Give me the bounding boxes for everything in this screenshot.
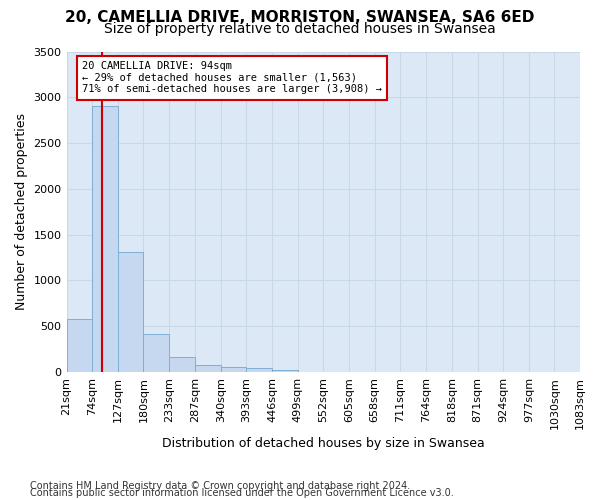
Bar xyxy=(67,319,92,372)
Bar xyxy=(247,368,272,372)
Text: 20, CAMELLIA DRIVE, MORRISTON, SWANSEA, SA6 6ED: 20, CAMELLIA DRIVE, MORRISTON, SWANSEA, … xyxy=(65,10,535,25)
Text: 20 CAMELLIA DRIVE: 94sqm
← 29% of detached houses are smaller (1,563)
71% of sem: 20 CAMELLIA DRIVE: 94sqm ← 29% of detach… xyxy=(82,61,382,94)
Bar xyxy=(118,252,143,372)
Bar xyxy=(221,367,247,372)
Bar xyxy=(92,106,118,372)
Bar xyxy=(195,364,221,372)
Bar xyxy=(169,357,195,372)
Bar xyxy=(272,370,298,372)
Y-axis label: Number of detached properties: Number of detached properties xyxy=(15,113,28,310)
X-axis label: Distribution of detached houses by size in Swansea: Distribution of detached houses by size … xyxy=(162,437,485,450)
Text: Size of property relative to detached houses in Swansea: Size of property relative to detached ho… xyxy=(104,22,496,36)
Bar xyxy=(143,334,169,372)
Text: Contains public sector information licensed under the Open Government Licence v3: Contains public sector information licen… xyxy=(30,488,454,498)
Text: Contains HM Land Registry data © Crown copyright and database right 2024.: Contains HM Land Registry data © Crown c… xyxy=(30,481,410,491)
